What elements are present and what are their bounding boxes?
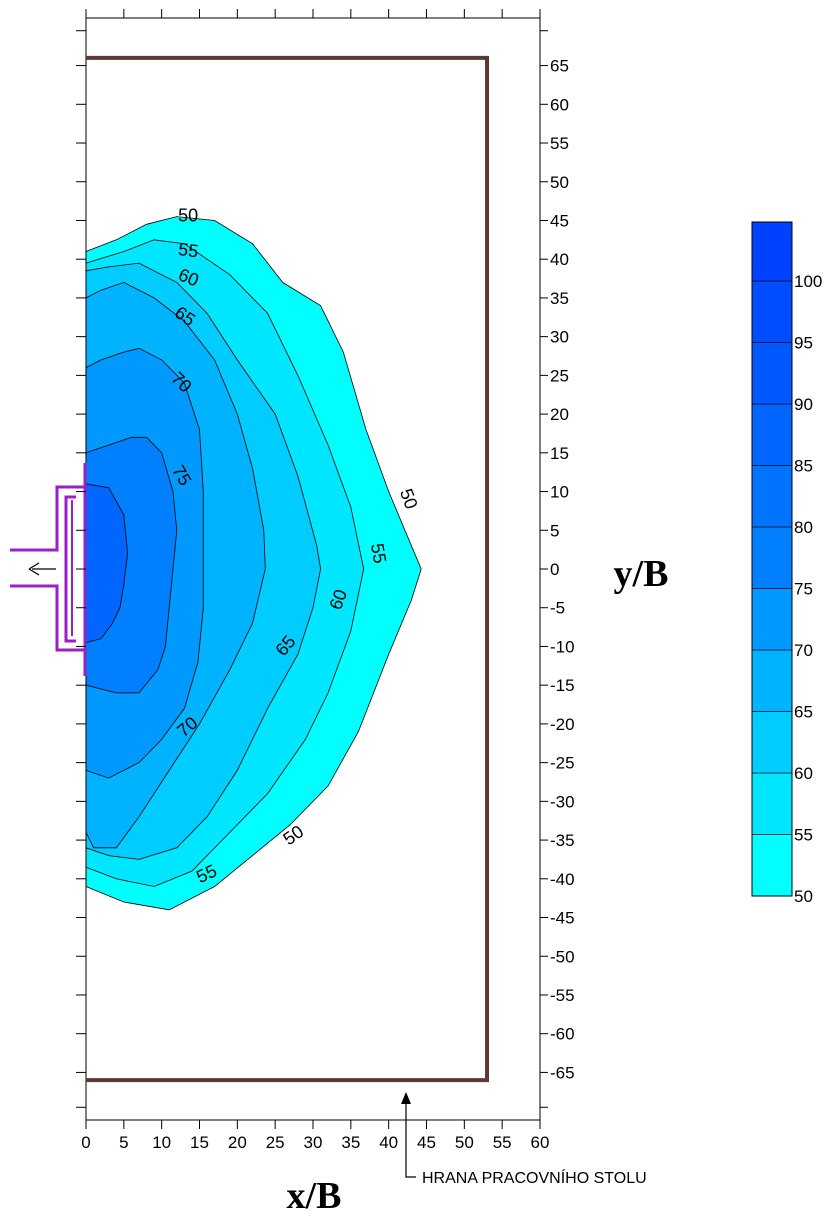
y-tick-label: 35: [550, 289, 569, 308]
suction-device-icon: [10, 463, 87, 676]
y-tick-label: 10: [550, 483, 569, 502]
colorbar-frame: [751, 221, 793, 897]
colorbar-swatch-70: [751, 588, 793, 651]
contour-label-50: 50: [178, 205, 198, 225]
y-tick-label: -30: [550, 792, 575, 811]
y-tick-label: -10: [550, 637, 575, 656]
y-tick-label: -15: [550, 676, 575, 695]
x-tick-label: 45: [417, 1133, 436, 1152]
contour-line-60: [85, 262, 322, 860]
x-tick-label: 25: [266, 1133, 285, 1152]
y-tick-label: 60: [550, 95, 569, 114]
y-tick-label: -25: [550, 754, 575, 773]
contour-fill-80: [86, 483, 128, 643]
colorbar-swatch-50: [751, 834, 793, 897]
colorbar-label: 60: [794, 764, 813, 783]
colorbar-swatch-60: [751, 711, 793, 774]
y-tick-label: 55: [550, 134, 569, 153]
flow-arrow-head: [28, 562, 40, 576]
contour-line-55: [85, 239, 365, 887]
device-outer-bottom: [10, 584, 85, 652]
y-tick-label: -35: [550, 831, 575, 850]
y-tick-label: 0: [550, 560, 559, 579]
colorbar-swatch-75: [751, 526, 793, 589]
y-tick-label: -50: [550, 947, 575, 966]
x-axis-ticks: 0 5 10 15 20 25 30 35 40 45 50 55 60: [81, 9, 549, 1152]
x-tick-label: 15: [190, 1133, 209, 1152]
colorbar-swatch-95: [751, 280, 793, 343]
y-tick-label: 65: [550, 57, 569, 76]
x-tick-label: 50: [455, 1133, 474, 1152]
contour-line-70: [85, 347, 204, 779]
x-tick-label: 5: [119, 1133, 128, 1152]
annotation-leader: [405, 1096, 416, 1178]
colorbar-swatch-65: [751, 649, 793, 712]
y-tick-label: 45: [550, 211, 569, 230]
y-tick-label: -55: [550, 986, 575, 1005]
colorbar-swatch-100: [751, 221, 793, 282]
annotation-group: HRANA PRACOVNÍHO STOLU: [401, 1092, 647, 1187]
y-tick-label: -60: [550, 1025, 575, 1044]
device-outer-top: [10, 485, 85, 552]
colorbar-label: 80: [794, 518, 813, 537]
x-tick-label: 0: [81, 1133, 90, 1152]
colorbar-swatch-55: [751, 772, 793, 835]
x-tick-label: 40: [379, 1133, 398, 1152]
colorbar: 50 55 60 65 70 75 80 85 90 95 100: [751, 221, 822, 906]
annotation-arrowhead: [401, 1092, 411, 1104]
colorbar-label: 55: [794, 826, 813, 845]
x-tick-label: 20: [228, 1133, 247, 1152]
contour-label-55: 55: [367, 542, 390, 565]
contour-label-55: 55: [177, 239, 200, 262]
colorbar-swatch-80: [751, 465, 793, 528]
y-tick-label: -65: [550, 1063, 575, 1082]
x-tick-label: 60: [531, 1133, 550, 1152]
contour-label-50: 50: [396, 486, 422, 512]
contour-line-80: [85, 483, 129, 644]
table-edge-annotation: HRANA PRACOVNÍHO STOLU: [422, 1168, 647, 1187]
y-tick-label: -5: [550, 599, 565, 618]
table-edge-line: [86, 55, 490, 1083]
y-tick-label: -40: [550, 870, 575, 889]
y-tick-label: 50: [550, 173, 569, 192]
y-tick-label: 15: [550, 444, 569, 463]
x-axis-title: x/B: [287, 1175, 342, 1217]
colorbar-label: 85: [794, 457, 813, 476]
contour-lines: [85, 216, 422, 911]
colorbar-swatch-85: [751, 403, 793, 466]
y-tick-label: -45: [550, 909, 575, 928]
colorbar-label: 95: [794, 334, 813, 353]
contour-line-75: [85, 436, 178, 694]
table-edge-outline: [86, 55, 490, 1083]
x-tick-label: 35: [341, 1133, 360, 1152]
x-tick-label: 55: [493, 1133, 512, 1152]
device-inner: [64, 495, 76, 643]
x-tick-label: 10: [152, 1133, 171, 1152]
y-tick-label: 20: [550, 405, 569, 424]
contour-line-50: [85, 216, 422, 911]
colorbar-label: 100: [794, 272, 822, 291]
y-tick-label: 40: [550, 250, 569, 269]
y-tick-label: 5: [550, 521, 559, 540]
contour-fills: [86, 216, 422, 910]
colorbar-label: 65: [794, 703, 813, 722]
colorbar-label: 50: [794, 887, 813, 906]
y-tick-label: 30: [550, 328, 569, 347]
colorbar-swatch-90: [751, 342, 793, 405]
y-tick-label: 25: [550, 366, 569, 385]
y-axis-ticks: 65605550454035302520151050-5-10-15-20-25…: [76, 30, 575, 1108]
colorbar-label: 90: [794, 395, 813, 414]
colorbar-label: 70: [794, 641, 813, 660]
y-tick-label: -20: [550, 715, 575, 734]
x-tick-label: 30: [304, 1133, 323, 1152]
contour-line-65: [85, 281, 266, 849]
colorbar-label: 75: [794, 580, 813, 599]
y-axis-title: y/B: [614, 553, 669, 595]
